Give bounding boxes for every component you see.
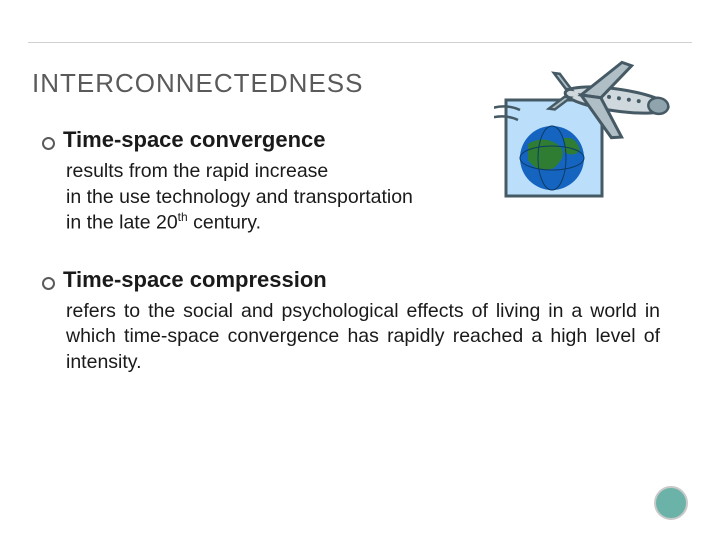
bullet-2: Time-space compression [42,267,688,293]
airplane-globe-clipart [494,56,684,208]
bullet-2-heading: Time-space compression [63,267,327,293]
hollow-circle-bullet-icon [42,277,55,290]
decorative-accent-circle [654,486,688,520]
line3-post: century. [188,212,261,234]
hollow-circle-bullet-icon [42,137,55,150]
bullet-1-heading: Time-space convergence [63,127,326,153]
line3-pre: in the late 20 [66,212,178,234]
slide-container: INTERCONNECTEDNESS [0,0,720,416]
line3-sup: th [178,210,188,224]
bullet-2-body: refers to the social and psychological e… [66,299,660,376]
bullet-1-line-3: in the late 20th century. [66,210,688,236]
bullet-2-section: Time-space compression refers to the soc… [42,267,688,376]
